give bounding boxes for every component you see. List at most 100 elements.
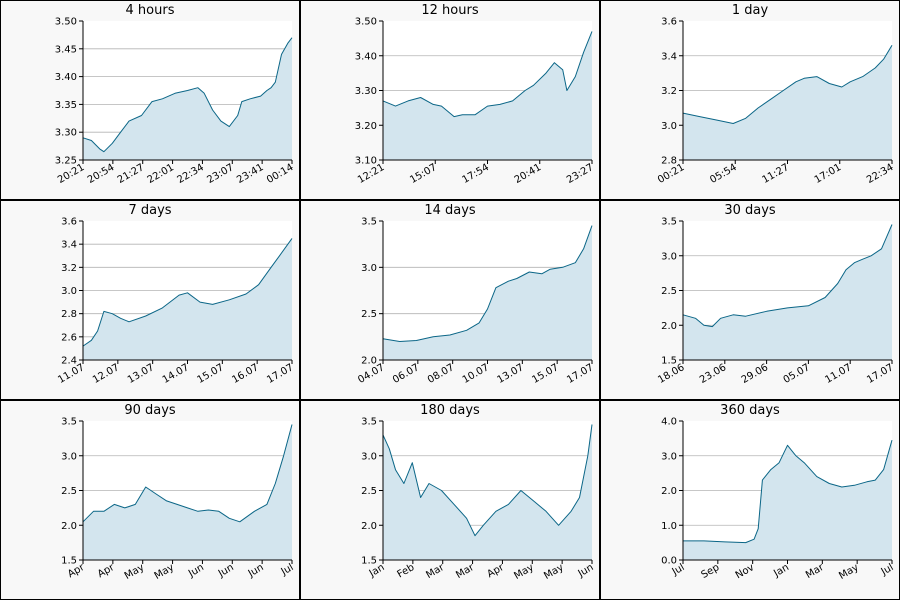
x-tick-label: 23:27 [565,162,595,186]
x-tick-label: 11:27 [761,162,791,186]
y-tick-label: 3.30 [355,86,377,97]
y-tick-label: 2.0 [61,521,77,532]
x-tick-label: 05.07 [782,362,812,386]
x-tick-label: 11.07 [823,362,853,386]
x-tick-label: Jun [186,562,206,580]
series-line [382,424,593,537]
x-tick-label: May [512,562,535,582]
series-area [683,440,892,560]
x-tick-label: May [542,562,565,582]
y-tick-label: 2.5 [361,486,377,497]
x-tick-label: 06.07 [391,362,421,386]
y-tick-label: 1.0 [661,521,677,532]
y-tick-label: 2.0 [361,521,377,532]
y-tick-label: 3.45 [55,44,77,55]
x-tick-label: 17.07 [265,362,295,386]
chart-panel: 7 days 2.4 2.6 2.8 3.0 3.2 3.4 3.6 11.07 12.07 13.… [0,200,300,400]
x-tick-label: 10.07 [461,362,491,386]
x-tick-label: 22:34 [175,162,205,186]
y-tick-label: 3.2 [661,86,677,97]
y-tick-label: 2.4 [61,356,77,367]
y-tick-label: 3.50 [355,17,377,28]
x-tick-label: 05:54 [708,162,738,186]
x-tick-label: Nov [734,562,756,581]
x-tick-label: 08.07 [426,362,456,386]
x-tick-label: May [837,562,860,582]
chart-panel: 12 hours 3.10 3.20 3.30 3.40 3.50 12:21 15:07 17… [300,0,600,200]
y-tick-label: 3.6 [61,217,77,228]
series-line [683,439,893,544]
x-tick-label: 22:34 [865,162,895,186]
series-area [383,31,592,161]
chart-svg: 1.52.02.53.03.518.06 23.06 29.06 05.07 11.07… [656,217,895,386]
x-tick-label: Apr [485,562,506,581]
y-tick-label: 3.5 [361,217,377,228]
chart-title: 1 day [731,3,769,18]
y-tick-label: 3.0 [661,451,677,462]
series-line [82,424,293,523]
x-tick-label: 13.07 [496,362,526,386]
x-tick-label: 12.07 [91,362,121,386]
y-tick-label: 3.0 [661,251,677,262]
chart-panel: 180 days 1.5 2.0 2.5 3.0 3.5 Jan Feb Mar Mar Apr Ma… [300,400,600,600]
y-tick-label: 1.5 [661,356,677,367]
y-tick-label: 3.40 [355,51,377,62]
y-tick-label: 3.35 [55,100,77,111]
chart-title: 360 days [720,403,780,418]
chart-panel: 1 day 2.8 3.0 3.2 3.4 3.6 00:21 05:54 11:27 17:01… [600,0,900,200]
y-tick-label: 3.5 [361,417,377,428]
y-tick-label: 2.5 [61,486,77,497]
x-tick-label: 14.07 [161,362,191,386]
x-tick-label: 17:54 [461,162,491,186]
x-tick-label: May [153,562,176,582]
y-tick-label: 3.0 [361,263,377,274]
chart-title: 30 days [724,203,776,218]
series-line [682,45,893,124]
chart-svg: 2.83.03.23.43.600:21 05:54 11:27 17:01 22:34 [656,17,895,187]
x-tick-label: Feb [396,562,417,580]
x-tick-label: 23:07 [205,162,235,186]
chart-panel: 14 days 2.0 2.5 3.0 3.5 04.07 06.07 08.07 10.07 1… [300,200,600,400]
chart-panel: 30 days 1.5 2.0 2.5 3.0 3.5 18.06 23.06 29.06 05.… [600,200,900,400]
y-tick-label: 1.5 [61,556,77,567]
series-area [83,238,292,360]
x-tick-label: Mar [424,562,447,581]
chart-title: 90 days [124,403,176,418]
x-tick-label: 23.06 [698,362,728,386]
x-tick-label: Sep [700,562,722,581]
chart-panel: 90 days 1.5 2.0 2.5 3.0 3.5 Apr Apr May May Jun Jun… [0,400,300,600]
chart-title: 7 days [128,203,172,218]
series-line [682,224,893,328]
chart-svg: 2.02.53.03.504.07 06.07 08.07 10.07 13.07 15.… [356,217,595,386]
y-tick-label: 3.2 [61,263,77,274]
series-area [683,45,892,160]
series-line [82,37,293,153]
y-tick-label: 3.6 [661,17,677,28]
x-tick-label: Jul [879,562,896,578]
y-tick-label: 3.5 [61,417,77,428]
chart-panel: 4 hours 3.25 3.30 3.35 3.40 3.45 3.50 20:21 20:5… [0,0,300,200]
y-tick-label: 3.30 [55,128,77,139]
x-tick-label: May [123,562,146,582]
series-line [382,31,593,118]
x-tick-label: Jul [279,562,296,578]
series-line [82,238,293,347]
y-tick-label: 3.10 [355,156,377,167]
x-tick-label: 17:01 [813,162,843,186]
x-tick-label: 21:27 [116,162,146,186]
y-tick-label: 0.0 [661,556,677,567]
y-tick-label: 3.0 [361,451,377,462]
y-tick-label: 2.6 [61,332,77,343]
x-tick-label: 17.07 [865,362,895,386]
x-tick-label: Jun [216,562,236,580]
x-tick-label: 29.06 [740,362,770,386]
x-tick-label: 23:41 [235,162,265,186]
x-tick-label: 00:14 [265,162,295,186]
y-tick-label: 3.50 [55,17,77,28]
